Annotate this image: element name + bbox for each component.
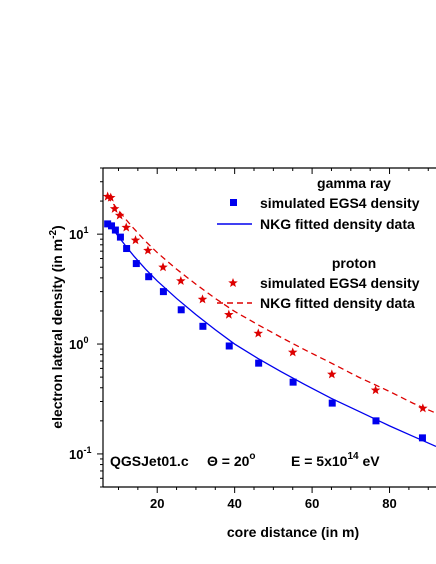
legend-gamma: gamma ray simulated EGS4 density NKG fit…	[217, 175, 420, 232]
gamma-sim-point	[111, 226, 119, 234]
annotation-model: QGSJet01.c	[110, 453, 189, 469]
legend-entry-gamma-nkg: NKG fitted density data	[260, 216, 415, 232]
legend-title-proton: proton	[332, 255, 376, 271]
proton-sim-point	[287, 347, 298, 357]
legend-proton: proton simulated EGS4 density NKG fitted…	[217, 255, 420, 311]
proton-sim-point	[176, 275, 186, 286]
annotation-theta-symbol: Θ	[207, 453, 218, 469]
proton-sim-point	[143, 245, 153, 255]
gamma-sim-point	[116, 233, 124, 241]
proton-sim-point	[197, 294, 208, 304]
gamma-sim-point	[177, 306, 185, 314]
y-axis-label-sup: -2	[48, 230, 59, 239]
proton-sim-point	[327, 369, 337, 379]
annotation-energy-prefix: E = 5x10	[291, 453, 348, 469]
legend-marker-star	[228, 278, 238, 288]
gamma-sim-point	[418, 434, 426, 442]
annotation-theta-eq: = 20	[218, 453, 250, 469]
y-tick-label: 100	[69, 335, 88, 352]
proton-sim-point	[105, 192, 116, 202]
x-tick-label: 40	[227, 496, 241, 511]
y-tick-label: 10-1	[69, 445, 91, 462]
x-axis-label: core distance (in m)	[227, 524, 359, 540]
proton-sim-point	[253, 328, 264, 338]
gamma-sim-point	[159, 288, 167, 296]
y-axis-label-end: )	[49, 225, 65, 230]
gamma-sim-point	[289, 378, 297, 386]
x-tick-label: 80	[382, 496, 396, 511]
annotation-theta: Θ = 20o	[207, 451, 256, 469]
series-layer	[103, 191, 436, 448]
proton-sim-point	[121, 222, 131, 232]
legend-marker-square	[230, 199, 237, 206]
legend-entry-proton-nkg: NKG fitted density data	[260, 295, 415, 311]
gamma-sim-point	[225, 342, 233, 350]
proton-sim-point	[114, 210, 125, 220]
legend-entry-proton-sim: simulated EGS4 density	[260, 275, 420, 291]
y-axis-label-main: electron lateral density (in m	[49, 239, 65, 429]
gamma-sim-point	[328, 399, 336, 407]
proton-sim-point	[418, 403, 428, 413]
annotation-energy-exp: 14	[347, 451, 359, 462]
annotation-energy: E = 5x1014 eV	[291, 451, 380, 469]
x-tick-label: 60	[305, 496, 319, 511]
proton-sim-point	[109, 203, 120, 213]
x-tick-label: 20	[150, 496, 164, 511]
proton-sim-point	[158, 262, 168, 272]
gamma-sim-point	[145, 273, 153, 281]
gamma-sim-point	[123, 245, 131, 253]
gamma-sim-point	[199, 322, 207, 330]
y-axis-label: electron lateral density (in m-2)	[48, 225, 65, 428]
gamma-sim-point	[132, 260, 140, 268]
gamma-sim-point	[108, 222, 116, 230]
gamma-sim-point	[255, 359, 263, 367]
proton-sim-point	[370, 385, 381, 395]
gamma-nkg-line	[106, 224, 436, 448]
gamma-sim-point	[372, 417, 380, 425]
legend-entry-gamma-sim: simulated EGS4 density	[260, 195, 420, 211]
proton-sim-point	[130, 235, 141, 245]
legend-title-gamma: gamma ray	[317, 175, 391, 191]
gamma-sim-point	[104, 220, 112, 228]
y-tick-label: 101	[69, 225, 88, 242]
proton-sim-point	[224, 309, 234, 319]
annotation-energy-unit: eV	[359, 453, 381, 469]
annotation-theta-deg: o	[249, 451, 255, 462]
axes: 20 40 60 80 10-1 100 101	[69, 167, 436, 511]
